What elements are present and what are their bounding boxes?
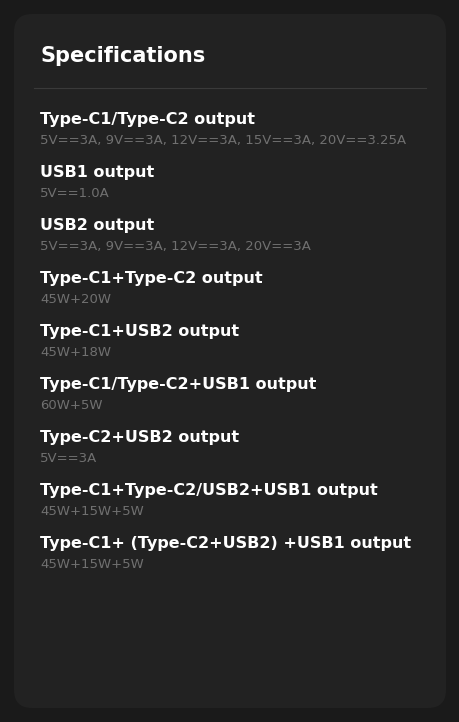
Text: USB2 output: USB2 output — [40, 218, 154, 233]
Text: 5V==3A: 5V==3A — [40, 452, 97, 465]
Text: Type-C1/Type-C2 output: Type-C1/Type-C2 output — [40, 112, 254, 127]
Text: Type-C1+USB2 output: Type-C1+USB2 output — [40, 324, 239, 339]
Text: Type-C1/Type-C2+USB1 output: Type-C1/Type-C2+USB1 output — [40, 377, 316, 392]
Text: 45W+18W: 45W+18W — [40, 346, 111, 359]
Text: USB1 output: USB1 output — [40, 165, 154, 180]
Text: 45W+15W+5W: 45W+15W+5W — [40, 558, 144, 571]
FancyBboxPatch shape — [14, 14, 445, 708]
Text: Type-C1+Type-C2 output: Type-C1+Type-C2 output — [40, 271, 262, 286]
Text: 5V==1.0A: 5V==1.0A — [40, 187, 110, 200]
Text: 45W+15W+5W: 45W+15W+5W — [40, 505, 144, 518]
Text: Specifications: Specifications — [40, 46, 205, 66]
Text: 45W+20W: 45W+20W — [40, 293, 111, 306]
Text: Type-C2+USB2 output: Type-C2+USB2 output — [40, 430, 239, 445]
Text: 5V==3A, 9V==3A, 12V==3A, 15V==3A, 20V==3.25A: 5V==3A, 9V==3A, 12V==3A, 15V==3A, 20V==3… — [40, 134, 405, 147]
Text: 60W+5W: 60W+5W — [40, 399, 102, 412]
Text: Type-C1+Type-C2/USB2+USB1 output: Type-C1+Type-C2/USB2+USB1 output — [40, 483, 377, 498]
Text: 5V==3A, 9V==3A, 12V==3A, 20V==3A: 5V==3A, 9V==3A, 12V==3A, 20V==3A — [40, 240, 310, 253]
Text: Type-C1+ (Type-C2+USB2) +USB1 output: Type-C1+ (Type-C2+USB2) +USB1 output — [40, 536, 410, 551]
